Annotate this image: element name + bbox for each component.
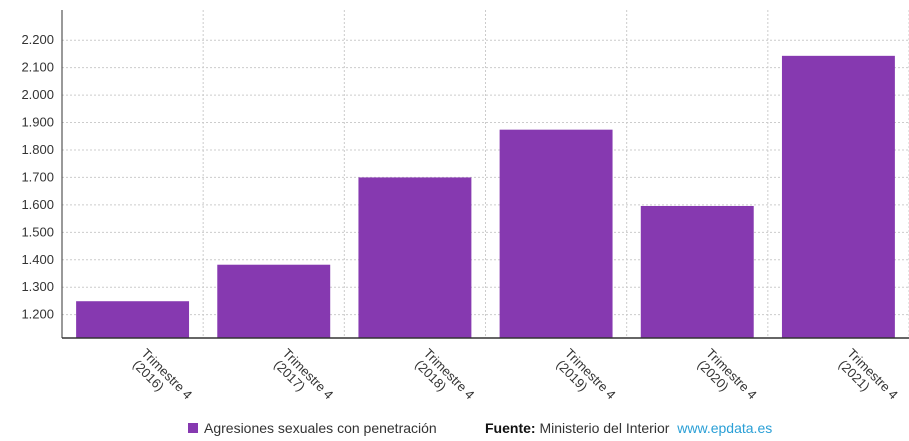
legend-swatch (188, 423, 198, 433)
legend[interactable]: Agresiones sexuales con penetración (188, 420, 437, 436)
y-tick-label: 1.300 (21, 279, 54, 294)
y-tick-label: 1.600 (21, 197, 54, 212)
chart-footer: Agresiones sexuales con penetración Fuen… (0, 420, 909, 436)
y-tick-label: 1.400 (21, 252, 54, 267)
y-tick-label: 1.900 (21, 115, 54, 130)
source-text: Ministerio del Interior (539, 420, 670, 436)
y-tick-label: 1.800 (21, 142, 54, 157)
x-tick-label: Trimestre 4(2016) (129, 346, 196, 413)
y-tick-label: 2.100 (21, 60, 54, 75)
bar (499, 129, 613, 338)
bar (217, 264, 331, 338)
x-tick-label: Trimestre 4(2021) (834, 346, 901, 413)
bar (640, 205, 754, 338)
legend-label: Agresiones sexuales con penetración (204, 420, 437, 436)
x-tick-label: Trimestre 4(2020) (693, 346, 760, 413)
y-tick-label: 2.200 (21, 32, 54, 47)
source-note: Fuente: Ministerio del Interior www.epda… (485, 420, 772, 436)
bar (76, 301, 190, 338)
bar (781, 55, 895, 339)
y-tick-label: 2.000 (21, 87, 54, 102)
bar (358, 177, 472, 338)
y-tick-label: 1.700 (21, 169, 54, 184)
source-label: Fuente: (485, 420, 536, 436)
x-tick-label: Trimestre 4(2019) (552, 346, 619, 413)
x-tick-label: Trimestre 4(2018) (411, 346, 478, 413)
y-tick-label: 1.200 (21, 307, 54, 322)
x-tick-label: Trimestre 4(2017) (270, 346, 337, 413)
source-link[interactable]: www.epdata.es (677, 420, 773, 436)
y-tick-label: 1.500 (21, 224, 54, 239)
